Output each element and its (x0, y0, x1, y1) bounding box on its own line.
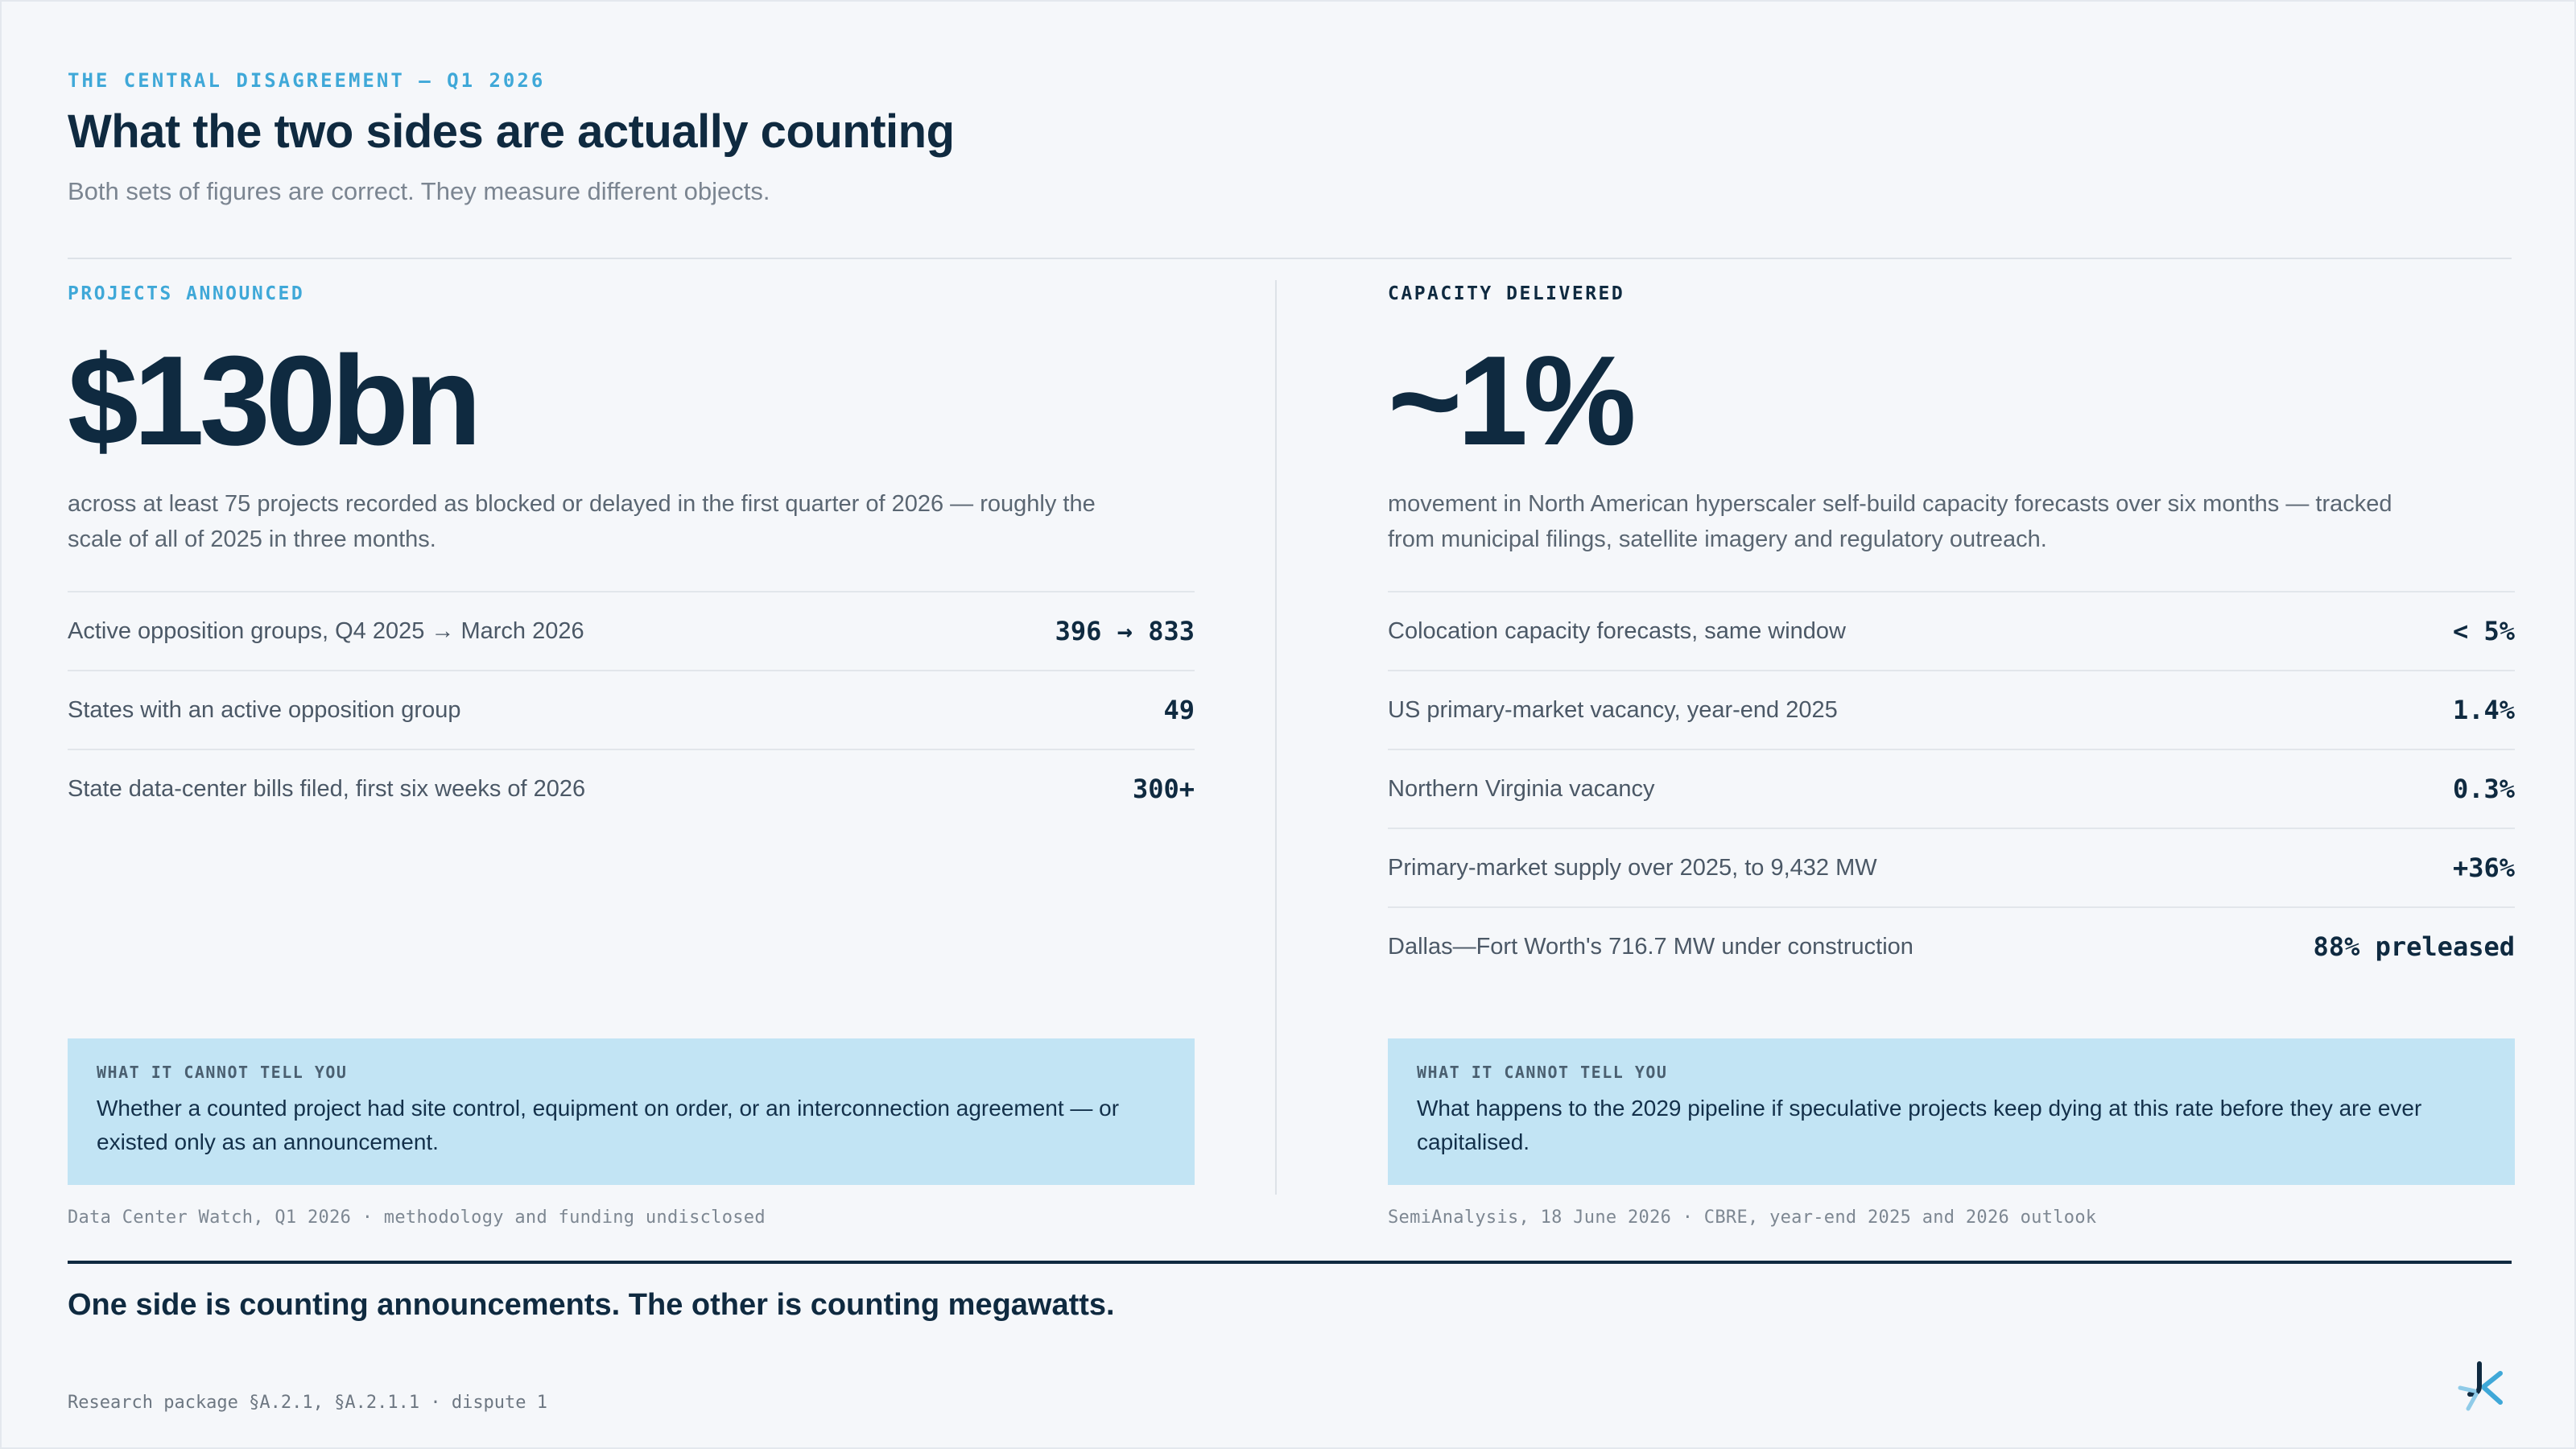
projects-announced-column: PROJECTS ANNOUNCED $130bn across at leas… (68, 280, 1195, 828)
stat-row: Active opposition groups, Q4 2025 → Marc… (68, 591, 1195, 670)
stat-label: Colocation capacity forecasts, same wind… (1388, 617, 1846, 644)
monogram-logo-icon (2458, 1361, 2503, 1411)
stat-value: 0.3% (2452, 774, 2515, 804)
column-divider (1275, 280, 1277, 1195)
stat-row: Dallas—Fort Worth's 716.7 MW under const… (1388, 906, 2515, 985)
stat-label: US primary-market vacancy, year-end 2025 (1388, 696, 1838, 723)
stat-row: Colocation capacity forecasts, same wind… (1388, 591, 2515, 670)
stat-label: Northern Virginia vacancy (1388, 775, 1655, 802)
stat-label: State data-center bills filed, first six… (68, 775, 586, 802)
source-note-right: SemiAnalysis, 18 June 2026 · CBRE, year-… (1388, 1208, 2097, 1228)
stat-row: Northern Virginia vacancy 0.3% (1388, 749, 2515, 828)
stat-value: 300+ (1132, 774, 1195, 804)
column-label: PROJECTS ANNOUNCED (68, 283, 305, 304)
callout-label: WHAT IT CANNOT TELL YOU (97, 1063, 348, 1082)
stat-value: < 5% (2452, 616, 2515, 646)
limitation-callout-left: WHAT IT CANNOT TELL YOU Whether a counte… (68, 1038, 1195, 1185)
stat-label: States with an active opposition group (68, 696, 461, 723)
stat-label: Active opposition groups, Q4 2025 → Marc… (68, 617, 584, 644)
bottom-divider (68, 1261, 2512, 1264)
limitation-callout-right: WHAT IT CANNOT TELL YOU What happens to … (1388, 1038, 2515, 1185)
stat-label: Primary-market supply over 2025, to 9,43… (1388, 854, 1877, 881)
stat-label: Dallas—Fort Worth's 716.7 MW under const… (1388, 933, 1913, 960)
source-note-left: Data Center Watch, Q1 2026 · methodology… (68, 1208, 766, 1228)
figure-description: across at least 75 projects recorded as … (68, 491, 1096, 552)
stat-row: States with an active opposition group 4… (68, 670, 1195, 749)
capacity-delivered-column: CAPACITY DELIVERED ~1% movement in North… (1388, 280, 2515, 985)
footer-reference: Research package §A.2.1, §A.2.1.1 · disp… (68, 1393, 548, 1413)
stat-value: 88% preleased (2313, 931, 2515, 962)
eyebrow-label: THE CENTRAL DISAGREEMENT — Q1 2026 (68, 69, 546, 92)
stats-list: Colocation capacity forecasts, same wind… (1388, 591, 2515, 985)
figure-description: movement in North American hyperscaler s… (1388, 491, 2392, 552)
page-title: What the two sides are actually counting (68, 105, 955, 158)
callout-text: Whether a counted project had site contr… (97, 1096, 1120, 1154)
stat-row: Primary-market supply over 2025, to 9,43… (1388, 828, 2515, 906)
conclusion-text: One side is counting announcements. The … (68, 1288, 1115, 1322)
stat-row: State data-center bills filed, first six… (68, 749, 1195, 828)
stat-row: US primary-market vacancy, year-end 2025… (1388, 670, 2515, 749)
callout-label: WHAT IT CANNOT TELL YOU (1417, 1063, 1668, 1082)
column-label: CAPACITY DELIVERED (1388, 283, 1625, 304)
stat-value: 1.4% (2452, 695, 2515, 725)
top-divider (68, 258, 2512, 259)
stats-list: Active opposition groups, Q4 2025 → Marc… (68, 591, 1195, 828)
stat-value: +36% (2452, 852, 2515, 883)
headline-figure: ~1% (1388, 330, 1637, 472)
headline-figure: $130bn (68, 330, 482, 472)
page-subtitle: Both sets of figures are correct. They m… (68, 177, 770, 205)
callout-text: What happens to the 2029 pipeline if spe… (1417, 1096, 2422, 1154)
stat-value: 396 → 833 (1055, 616, 1195, 646)
stat-value: 49 (1163, 695, 1195, 725)
